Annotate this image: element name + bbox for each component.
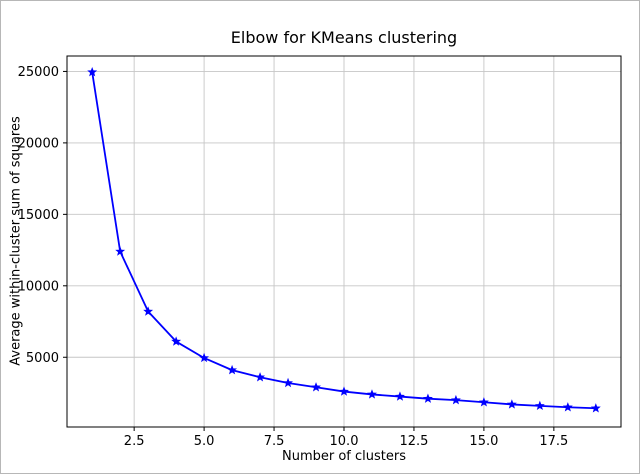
svg-text:15.0: 15.0	[469, 434, 498, 449]
svg-text:15000: 15000	[18, 208, 59, 223]
svg-text:10.0: 10.0	[330, 434, 359, 449]
svg-text:5.0: 5.0	[194, 434, 215, 449]
chart-title: Elbow for KMeans clustering	[230, 28, 458, 47]
y-axis-label: Average within-cluster sum of squares	[8, 116, 24, 366]
svg-text:7.5: 7.5	[264, 434, 285, 449]
x-axis-label: Number of clusters	[281, 449, 406, 464]
svg-text:5000: 5000	[26, 351, 59, 366]
svg-text:12.5: 12.5	[399, 434, 428, 449]
svg-text:25000: 25000	[18, 65, 59, 80]
svg-text:2.5: 2.5	[124, 434, 145, 449]
svg-text:17.5: 17.5	[539, 434, 568, 449]
svg-text:10000: 10000	[18, 279, 59, 294]
svg-text:20000: 20000	[18, 136, 59, 151]
